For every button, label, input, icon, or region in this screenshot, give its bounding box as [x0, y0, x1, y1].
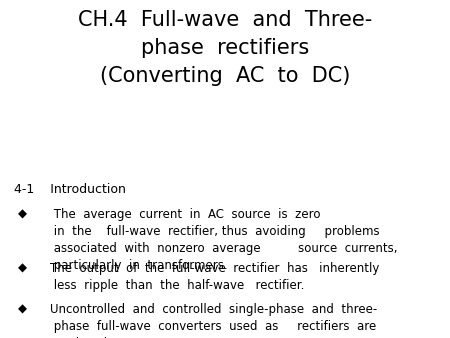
Text: The  average  current  in  AC  source  is  zero
 in  the    full-wave  rectifier: The average current in AC source is zero… — [50, 208, 397, 272]
Text: ◆: ◆ — [18, 262, 27, 275]
Text: ◆: ◆ — [18, 208, 27, 221]
Text: Uncontrolled  and  controlled  single-phase  and  three-
 phase  full-wave  conv: Uncontrolled and controlled single-phase… — [50, 303, 377, 338]
Text: ◆: ◆ — [18, 303, 27, 315]
Text: 4-1    Introduction: 4-1 Introduction — [14, 183, 126, 195]
Text: CH.4  Full-wave  and  Three-
phase  rectifiers
(Converting  AC  to  DC): CH.4 Full-wave and Three- phase rectifie… — [78, 10, 372, 86]
Text: The  output  of  the  full-wave  rectifier  has   inherently
 less  ripple  than: The output of the full-wave rectifier ha… — [50, 262, 379, 292]
